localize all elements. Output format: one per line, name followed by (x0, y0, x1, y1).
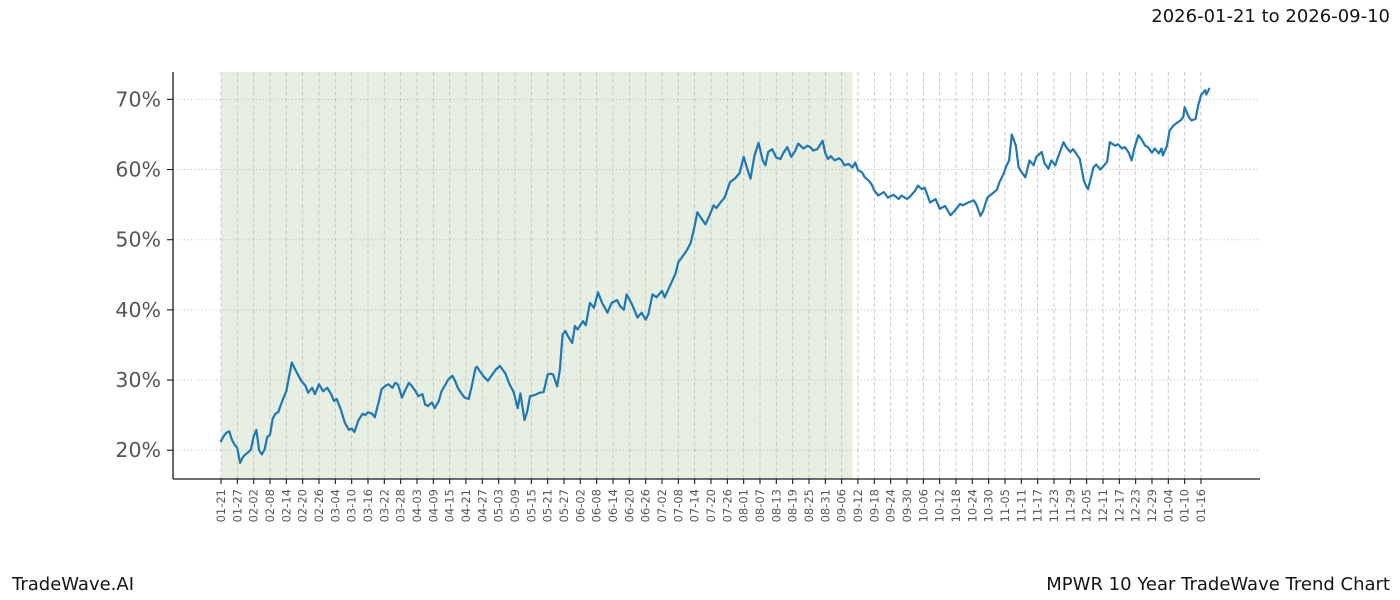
y-tick-label: 60% (115, 158, 161, 182)
x-tick-label: 08-13 (769, 489, 783, 522)
x-tick-label: 06-08 (590, 489, 604, 522)
x-tick-label: 07-08 (671, 489, 685, 522)
x-tick-labels: 01-21 01-27 02-02 02-08 02-14 02-20 02-26 03-04… (214, 489, 1208, 522)
y-tick-label: 20% (115, 438, 161, 462)
x-tick-label: 05-15 (524, 489, 538, 522)
x-tick-label: 03-16 (361, 489, 375, 522)
x-tick-label: 12-17 (1112, 489, 1126, 522)
x-tick-label: 07-14 (688, 489, 702, 522)
x-tick-label: 11-23 (1047, 489, 1061, 522)
axes (172, 72, 1260, 480)
x-tick-label: 04-09 (426, 489, 440, 522)
x-tick-label: 08-31 (818, 489, 832, 522)
x-tick-label: 01-10 (1178, 489, 1192, 522)
x-tick-label: 07-02 (655, 489, 669, 522)
x-tick-label: 05-27 (557, 489, 571, 522)
x-tick-label: 09-12 (851, 489, 865, 522)
x-tick-label: 08-07 (753, 489, 767, 522)
y-tick-labels: 20% 30% 40% 50% 60% 70% (115, 87, 161, 462)
x-tick-label: 03-10 (345, 489, 359, 522)
x-tick-label: 06-20 (622, 489, 636, 522)
x-tick-label: 06-26 (639, 489, 653, 522)
x-tick-label: 01-04 (1161, 489, 1175, 522)
x-tick-label: 10-24 (965, 489, 979, 522)
x-tick-label: 09-30 (900, 489, 914, 522)
trend-line (219, 87, 1211, 464)
x-tick-label: 02-26 (312, 489, 326, 522)
x-tick-label: 03-04 (328, 489, 342, 522)
x-tick-label: 07-20 (704, 489, 718, 522)
y-tick-label: 50% (115, 228, 161, 252)
chart-caption: MPWR 10 Year TradeWave Trend Chart (1046, 574, 1390, 595)
highlight-region (221, 72, 853, 479)
x-tick-label: 11-29 (1063, 489, 1077, 522)
x-tick-label: 05-21 (541, 489, 555, 522)
x-tick-label: 05-03 (492, 489, 506, 522)
x-tick-label: 01-16 (1194, 489, 1208, 522)
x-tick-label: 02-20 (296, 489, 310, 522)
x-tick-label: 04-03 (410, 489, 424, 522)
x-tick-label: 12-29 (1145, 489, 1159, 522)
x-tick-label: 08-25 (802, 489, 816, 522)
x-tick-label: 10-06 (916, 489, 930, 522)
x-tick-label: 12-11 (1096, 489, 1110, 522)
x-tick-label: 03-28 (394, 489, 408, 522)
x-tick-label: 10-12 (933, 489, 947, 522)
x-tick-label: 09-06 (835, 489, 849, 522)
x-tick-label: 12-05 (1080, 489, 1094, 522)
x-tick-label: 09-24 (884, 489, 898, 522)
x-tick-label: 09-18 (867, 489, 881, 522)
x-tick-label: 06-02 (573, 489, 587, 522)
x-tick-label: 12-23 (1129, 489, 1143, 522)
y-axis-ticks (167, 98, 173, 451)
trend-series-line (219, 87, 1211, 464)
x-tick-label: 01-21 (214, 489, 228, 522)
x-tick-label: 11-05 (998, 489, 1012, 522)
x-tick-label: 08-01 (737, 489, 751, 522)
y-tick-label: 40% (115, 298, 161, 322)
chart-date-range-title: 2026-01-21 to 2026-09-10 (1151, 6, 1390, 27)
x-tick-label: 10-18 (949, 489, 963, 522)
x-tick-label: 04-27 (475, 489, 489, 522)
x-tick-label: 04-21 (459, 489, 473, 522)
x-tick-label: 02-08 (263, 489, 277, 522)
highlight-span (221, 72, 853, 479)
x-tick-label: 05-09 (508, 489, 522, 522)
x-tick-label: 08-19 (786, 489, 800, 522)
brand-watermark: TradeWave.AI (12, 574, 135, 595)
y-tick-label: 70% (115, 87, 161, 111)
x-tick-label: 06-14 (606, 489, 620, 522)
x-tick-label: 02-14 (279, 489, 293, 522)
x-tick-label: 07-26 (720, 489, 734, 522)
x-axis-ticks (220, 479, 1202, 484)
x-tick-label: 03-22 (377, 489, 391, 522)
x-tick-label: 04-15 (443, 489, 457, 522)
x-tick-label: 10-30 (982, 489, 996, 522)
x-tick-label: 11-17 (1031, 489, 1045, 522)
y-tick-label: 30% (115, 368, 161, 392)
x-tick-label: 02-02 (247, 489, 261, 522)
x-tick-label: 11-11 (1014, 489, 1028, 522)
x-tick-label: 01-27 (230, 489, 244, 522)
